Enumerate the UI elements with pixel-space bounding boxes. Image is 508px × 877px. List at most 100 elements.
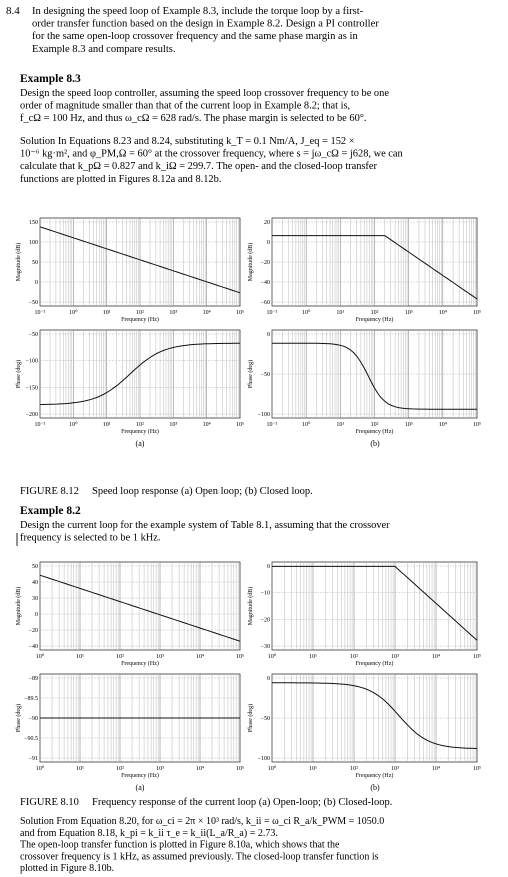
x-tick-label: 10¹	[76, 654, 84, 660]
response-curve	[272, 682, 478, 749]
x-tick-label: 10⁴	[439, 310, 447, 316]
sublabel: (a)	[136, 439, 145, 448]
y-axis-label: Phase (deg)	[247, 360, 254, 388]
y-tick-label: 0	[267, 676, 270, 682]
y-tick-label: −89.5	[24, 696, 38, 702]
problem-number: 8.4	[6, 5, 20, 17]
y-tick-label: 50	[32, 260, 38, 266]
x-tick-label: 10¹	[76, 766, 84, 772]
caption-label: FIGURE 8.10	[20, 797, 79, 808]
y-axis-label: Phase (deg)	[15, 360, 22, 388]
x-tick-label: 10¹	[103, 422, 111, 428]
y-tick-label: 30	[32, 596, 38, 602]
x-tick-label: 10²	[350, 654, 358, 660]
x-tick-label: 10¹	[309, 766, 317, 772]
bode-panel: 10⁻¹ 10⁰ 10¹ 10² 10³ 10⁴ 10⁵ −50 −100 −150 −200 Fre…	[15, 329, 244, 435]
problem-text: Example 8.3 and compare results.	[32, 44, 176, 55]
x-tick-label: 10⁴	[196, 654, 204, 660]
bode-panel: 10⁰ 10¹ 10² 10³ 10⁴ 10⁵ 50 40 30 0 −20 −40 Frequency…	[15, 561, 244, 667]
response-curve	[39, 574, 241, 642]
bode-panel: 10⁻¹ 10⁰ 10¹ 10² 10³ 10⁴ 10⁵ 0 −50 −100 Frequency …	[247, 329, 481, 435]
y-tick-label: 100	[29, 240, 38, 246]
y-axis-label: Phase (deg)	[15, 704, 22, 732]
x-tick-label: 10³	[169, 422, 177, 428]
y-tick-label: −50	[29, 300, 38, 306]
y-axis-label: Phase (deg)	[247, 704, 254, 732]
example-heading: Example 8.2	[20, 505, 81, 517]
x-axis-label: Frequency (Hz)	[356, 772, 394, 779]
y-tick-label: −50	[261, 372, 270, 378]
x-tick-label: 10⁰	[36, 653, 45, 660]
y-tick-label: −40	[29, 644, 38, 650]
y-tick-label: −200	[26, 412, 38, 418]
x-axis-label: Frequency (Hz)	[356, 316, 394, 323]
x-tick-label: 10⁵	[236, 422, 244, 428]
y-tick-label: 0	[35, 280, 38, 286]
sublabel: (a)	[136, 783, 145, 792]
x-tick-label: 10⁴	[196, 766, 204, 772]
response-curve	[39, 226, 241, 294]
x-tick-label: 10¹	[309, 654, 317, 660]
y-tick-label: −30	[261, 644, 270, 650]
x-tick-label: 10³	[405, 422, 413, 428]
problem-text: for the same open-loop crossover frequen…	[32, 31, 358, 42]
x-axis-label: Frequency (Hz)	[356, 428, 394, 435]
response-curve	[272, 565, 478, 641]
x-tick-label: 10²	[371, 310, 379, 316]
x-tick-label: 10³	[405, 310, 413, 316]
y-tick-label: −89	[29, 676, 38, 682]
x-tick-label: 10³	[169, 310, 177, 316]
x-tick-label: 10³	[156, 766, 164, 772]
response-curve	[272, 235, 478, 300]
x-tick-label: 10⁴	[439, 422, 447, 428]
solution-text: functions are plotted in Figures 8.12a a…	[20, 174, 221, 185]
y-tick-label: 0	[267, 240, 270, 246]
solution-text: 10⁻⁶ kg·m², and φ_PM,Ω = 60° at the cros…	[20, 149, 404, 160]
y-tick-label: −91	[29, 756, 38, 762]
example-text: order of magnitude smaller than that of …	[20, 101, 350, 112]
x-tick-label: 10²	[116, 654, 124, 660]
example-heading: Example 8.3	[20, 73, 81, 85]
x-tick-label: 10⁵	[473, 422, 481, 428]
y-tick-label: −20	[29, 628, 38, 634]
y-axis-label: Magnitude (dB)	[247, 587, 254, 626]
y-tick-label: 0	[267, 332, 270, 338]
solution-text: Solution From Equation 8.20, for ω_ci = …	[20, 816, 384, 827]
y-tick-label: −50	[261, 716, 270, 722]
x-tick-label: 10⁰	[69, 309, 78, 316]
x-tick-label: 10⁰	[268, 653, 277, 660]
bode-panel: 10⁰ 10¹ 10² 10³ 10⁴ 10⁵ −89 −89.5 −90 −90.5 −91 Fre…	[15, 673, 244, 779]
bode-panel: 10⁰ 10¹ 10² 10³ 10⁴ 10⁵ 0 −10 −20 −30 Frequency (H…	[247, 561, 481, 667]
y-tick-label: −90	[29, 716, 38, 722]
x-tick-label: 10⁴	[432, 766, 440, 772]
x-tick-label: 10⁵	[473, 766, 481, 772]
y-axis-label: Magnitude (dB)	[15, 243, 22, 282]
problem-text: In designing the speed loop of Example 8…	[32, 6, 364, 17]
x-tick-label: 10²	[136, 422, 144, 428]
x-tick-label: 10⁰	[69, 421, 78, 428]
caption-label: FIGURE 8.12	[20, 486, 79, 497]
y-tick-label: −100	[26, 359, 38, 365]
x-tick-label: 10⁵	[473, 310, 481, 316]
example-text: Design the current loop for the example …	[20, 520, 390, 531]
x-axis-label: Frequency (Hz)	[121, 660, 159, 667]
example-text: frequency is selected to be 1 kHz.	[20, 533, 161, 544]
x-axis-label: Frequency (Hz)	[121, 772, 159, 779]
x-tick-label: 10⁵	[236, 310, 244, 316]
y-tick-label: −20	[261, 617, 270, 623]
x-tick-label: 10⁴	[203, 310, 211, 316]
solution-text: calculate that k_pΩ = 0.827 and k_iΩ = 2…	[20, 161, 378, 172]
bode-panel: 10⁰ 10¹ 10² 10³ 10⁴ 10⁵ 0 −50 −100 Frequency (Hz)…	[247, 673, 481, 779]
x-tick-label: 10⁵	[236, 654, 244, 660]
x-tick-label: 10⁻¹	[35, 310, 46, 316]
x-tick-label: 10⁻¹	[35, 422, 46, 428]
x-axis-label: Frequency (Hz)	[356, 660, 394, 667]
x-tick-label: 10⁵	[236, 766, 244, 772]
solution-text: Solution In Equations 8.23 and 8.24, sub…	[20, 136, 355, 147]
response-curve	[40, 342, 240, 405]
y-tick-label: −40	[261, 280, 270, 286]
x-tick-label: 10⁰	[302, 421, 311, 428]
y-axis-label: Magnitude (dB)	[247, 243, 254, 282]
